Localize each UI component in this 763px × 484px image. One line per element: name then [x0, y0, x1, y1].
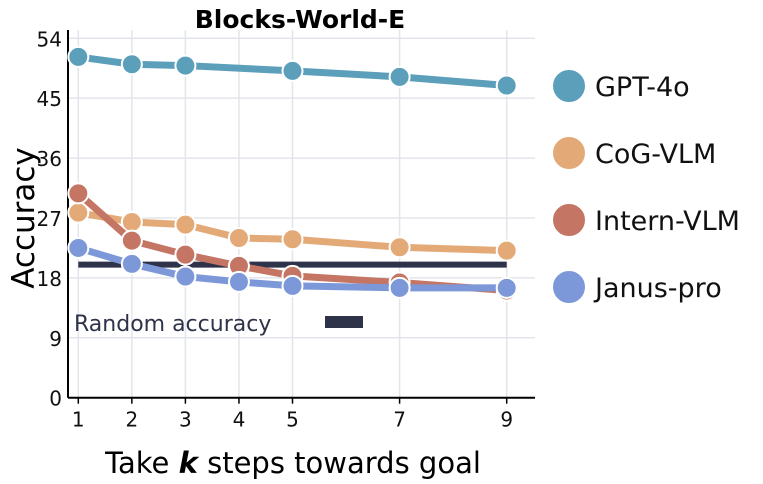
data-point	[174, 213, 197, 236]
x-axis-label: Take k steps towards goal	[104, 446, 481, 480]
y-tick-label: 18	[37, 267, 62, 291]
data-point	[227, 270, 250, 293]
data-point	[174, 265, 197, 288]
random-accuracy-label: Random accuracy	[74, 312, 271, 337]
legend-label: GPT-4o	[595, 72, 690, 103]
data-point	[120, 229, 143, 252]
x-tick-label: 4	[233, 408, 246, 432]
data-point	[281, 274, 304, 297]
x-tick-label: 3	[179, 408, 192, 432]
data-point	[388, 276, 411, 299]
legend-marker	[551, 68, 587, 104]
data-point	[281, 59, 304, 82]
data-point	[174, 54, 197, 77]
data-point	[67, 201, 90, 224]
data-point	[388, 65, 411, 88]
y-tick-label: 54	[37, 27, 62, 51]
x-tick-label: 5	[286, 408, 299, 432]
legend-marker	[551, 135, 587, 171]
data-point	[227, 226, 250, 249]
data-point	[67, 45, 90, 68]
data-point	[495, 276, 518, 299]
y-axis-label: Accuracy	[6, 147, 42, 289]
data-point	[67, 236, 90, 259]
data-point	[120, 252, 143, 275]
y-tick-label: 45	[37, 87, 62, 111]
legend-marker	[551, 202, 587, 238]
x-tick-label: 9	[500, 408, 513, 432]
data-point	[67, 182, 90, 205]
y-tick-label: 9	[49, 327, 62, 351]
legend-label: CoG-VLM	[595, 139, 716, 170]
data-point	[495, 239, 518, 262]
random-accuracy-legend-swatch	[325, 316, 363, 328]
y-tick-label: 36	[37, 147, 62, 171]
data-point	[120, 210, 143, 233]
legend-marker	[551, 269, 587, 305]
x-tick-label: 7	[393, 408, 406, 432]
x-tick-label: 2	[125, 408, 138, 432]
y-tick-label: 27	[37, 207, 62, 231]
data-point	[281, 228, 304, 251]
y-tick-label: 0	[49, 387, 62, 411]
x-tick-label: 1	[72, 408, 85, 432]
legend-label: Janus-pro	[593, 273, 722, 304]
data-point	[120, 53, 143, 76]
data-point	[495, 74, 518, 97]
data-point	[388, 236, 411, 259]
data-point	[174, 243, 197, 266]
legend-label: Intern-VLM	[595, 206, 740, 237]
chart-title: Blocks-World-E	[195, 5, 406, 34]
